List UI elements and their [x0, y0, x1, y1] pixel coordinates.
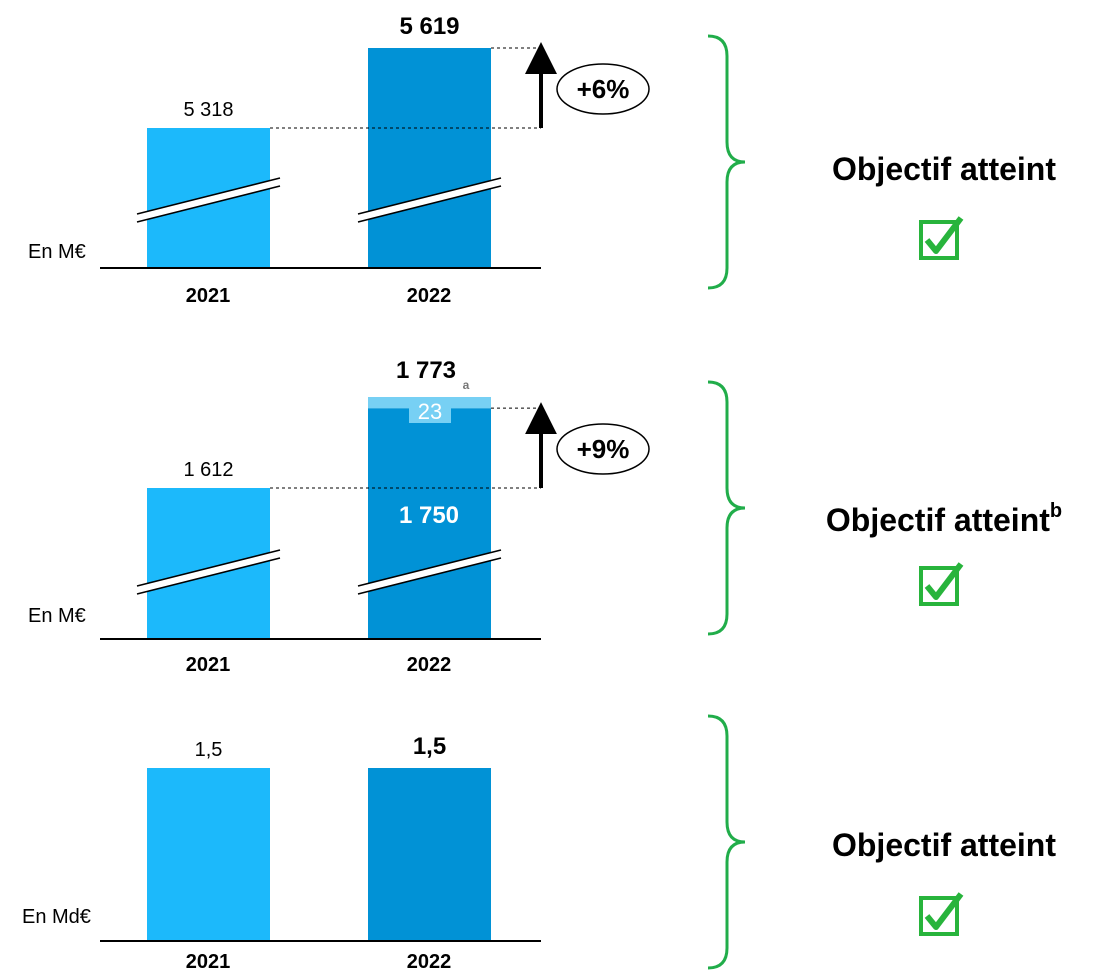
chart-panel-1: En M€ 5 318 5 619 2021 2022 +6% Objectif… — [28, 13, 1056, 307]
axis-break-2022 — [357, 177, 502, 223]
value-label-2022-total: 1 773 — [396, 357, 456, 384]
value-label-2021: 1 612 — [183, 459, 233, 481]
chart-panel-3: En Md€ 1,5 1,5 2021 2022 Objectif attein… — [22, 714, 1056, 972]
axis-break-2021 — [136, 177, 281, 223]
category-label-2022: 2022 — [407, 951, 452, 972]
value-label-2021: 5 318 — [183, 99, 233, 121]
segment-label-top: 23 — [418, 399, 442, 424]
status-text: Objectif atteintb — [826, 500, 1062, 538]
brace — [707, 380, 746, 636]
value-label-2022: 5 619 — [399, 13, 459, 40]
bar-2022 — [368, 48, 491, 268]
unit-label: En M€ — [28, 241, 86, 263]
growth-badge — [556, 63, 650, 115]
value-label-2022: 1,5 — [413, 733, 446, 760]
category-label-2021: 2021 — [186, 951, 231, 972]
category-label-2022: 2022 — [407, 654, 452, 676]
axis-break-2022 — [357, 549, 502, 595]
status-text: Objectif atteint — [832, 151, 1056, 187]
checked-box-icon — [919, 892, 964, 936]
unit-label: En Md€ — [22, 906, 91, 928]
status-text: Objectif atteint — [832, 827, 1056, 863]
chart-panel-2: En M€ 1 612 1 773 a 23 1 750 2021 2022 +… — [28, 357, 1062, 676]
bar-2022-base-segment — [368, 408, 491, 639]
brace — [707, 34, 746, 290]
growth-label: +6% — [577, 74, 630, 104]
category-label-2022: 2022 — [407, 285, 452, 307]
footnote-marker-a: a — [463, 378, 470, 392]
footnote-marker-b: b — [1050, 500, 1062, 522]
category-label-2021: 2021 — [186, 285, 231, 307]
category-label-2021: 2021 — [186, 654, 231, 676]
segment-label-base: 1 750 — [399, 502, 459, 529]
checked-box-icon — [919, 562, 964, 606]
segment-label-bg — [409, 397, 451, 423]
bar-2021 — [147, 768, 270, 941]
growth-badge — [556, 423, 650, 475]
bar-2022 — [368, 768, 491, 941]
checked-box-icon — [919, 216, 964, 260]
growth-label: +9% — [577, 434, 630, 464]
axis-break-2021 — [136, 549, 281, 595]
brace — [707, 714, 746, 970]
value-label-2021: 1,5 — [195, 739, 223, 761]
unit-label: En M€ — [28, 605, 86, 627]
